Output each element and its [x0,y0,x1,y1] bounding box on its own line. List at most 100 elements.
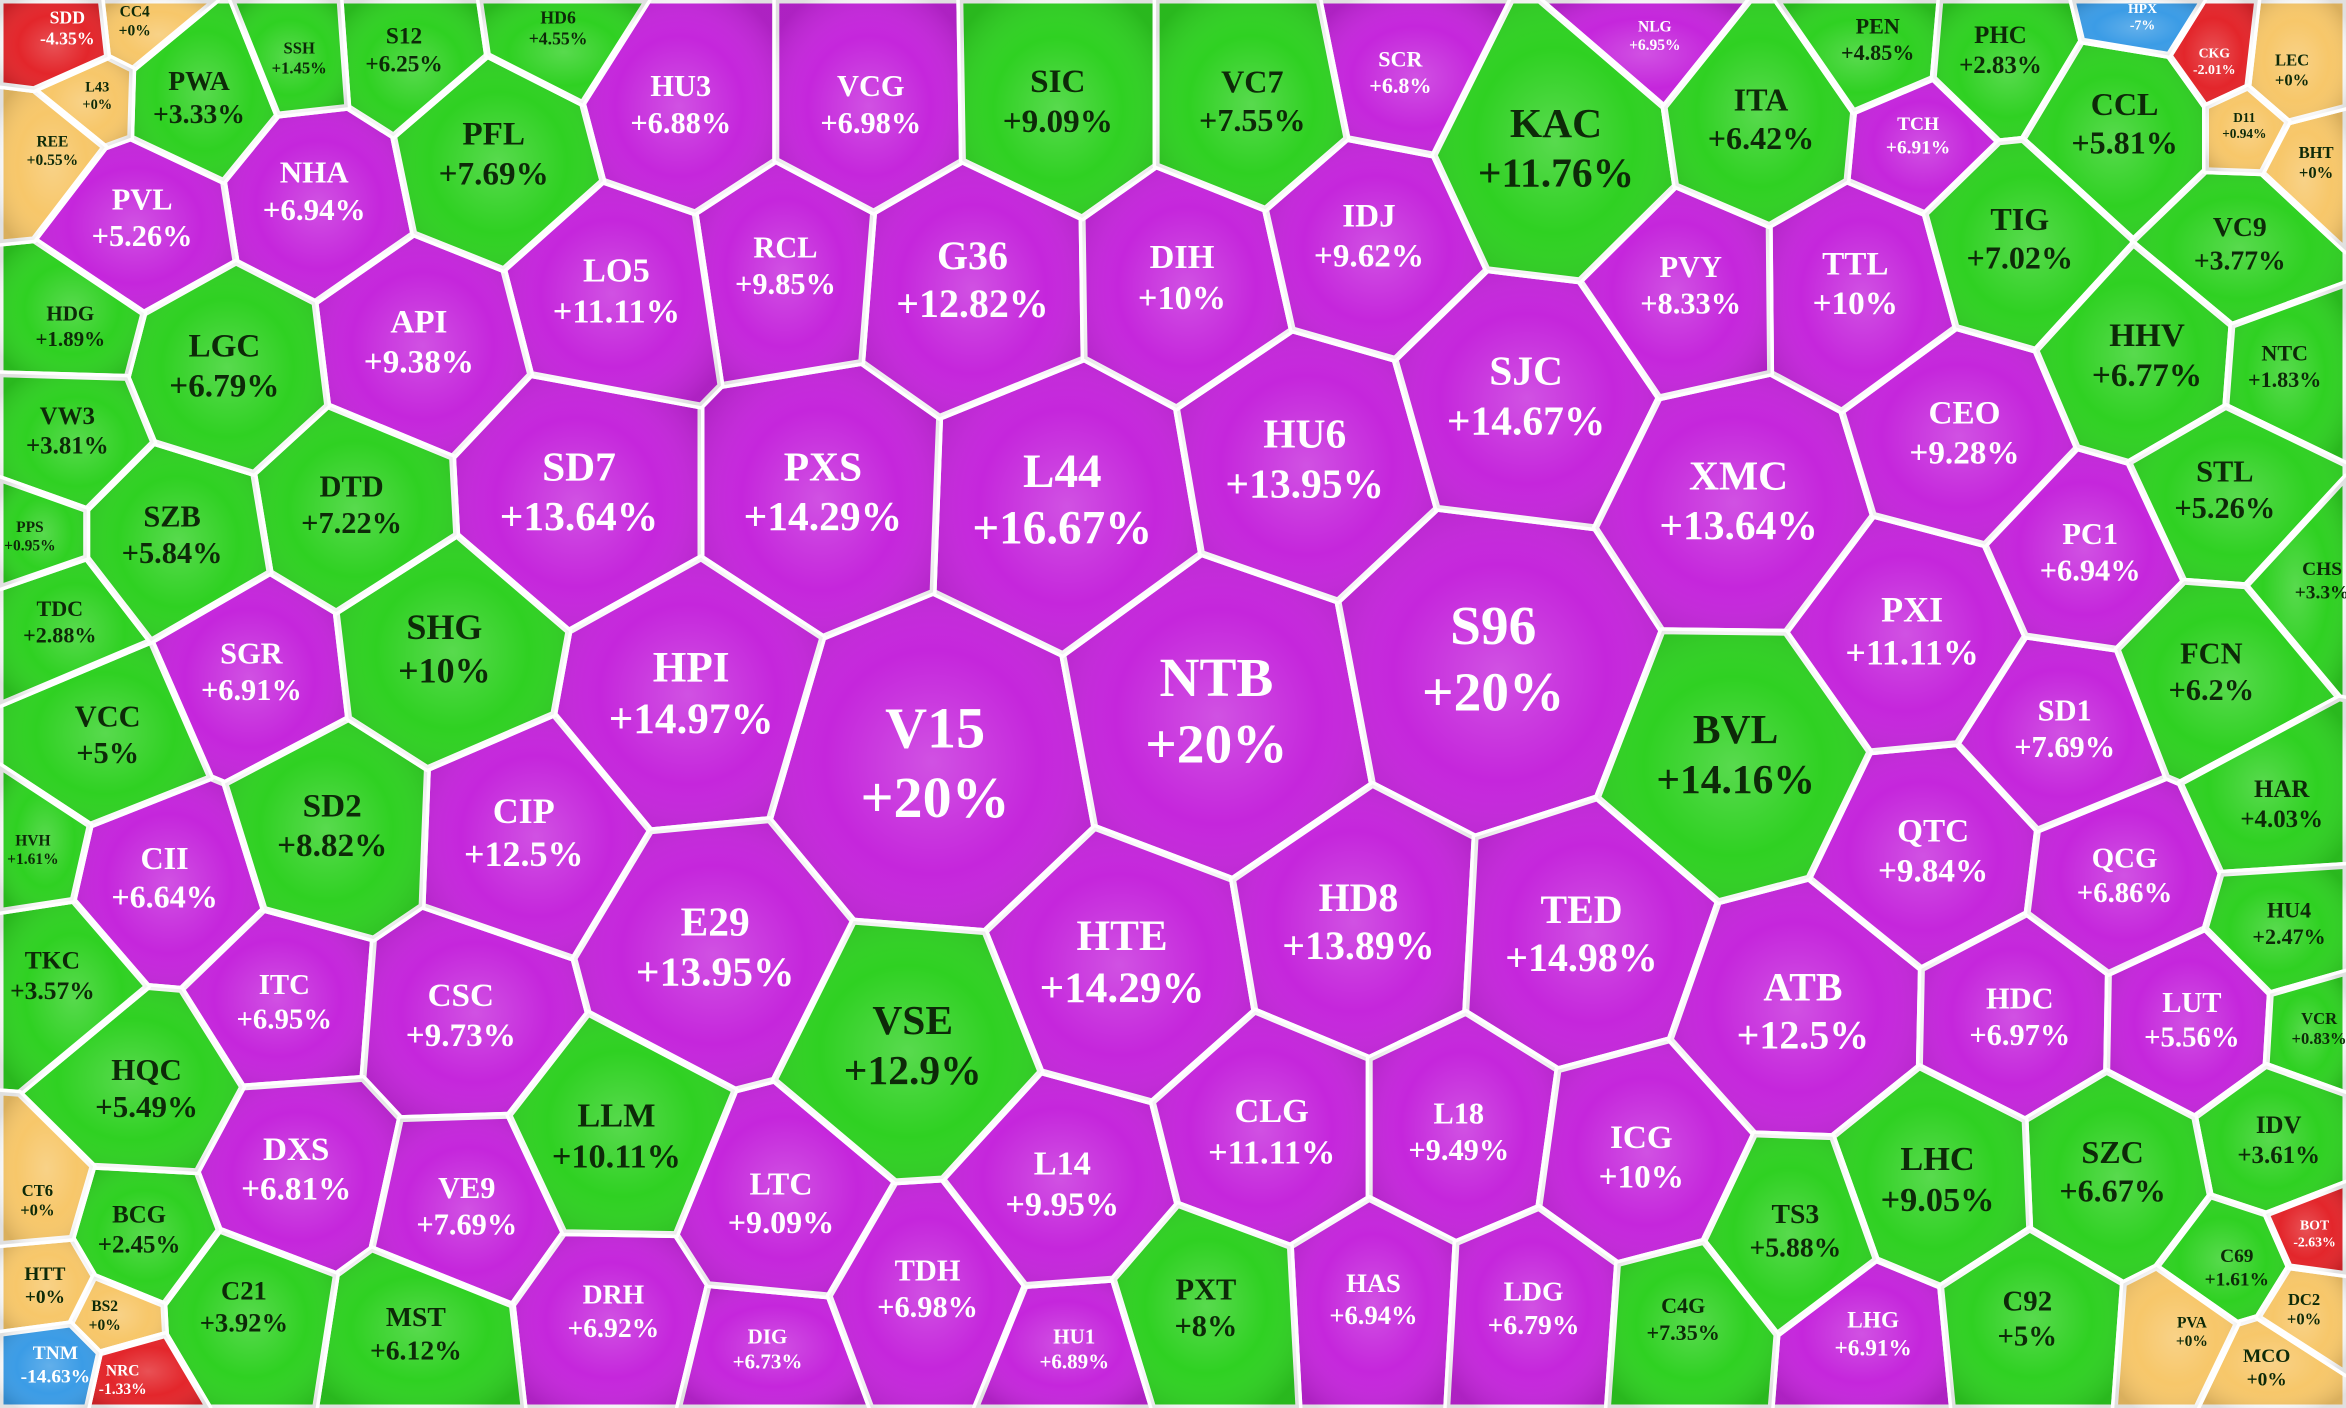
ticker: DIG [748,1324,788,1348]
stock-cell[interactable] [1915,910,2112,1124]
stock-cell[interactable] [332,531,573,773]
stock-cell[interactable] [1059,550,1376,883]
stock-cell[interactable] [1666,874,1925,1141]
cell-shade [1940,1228,2124,1408]
stock-cell[interactable] [772,0,966,216]
stock-cell[interactable] [1261,135,1491,363]
stock-cell[interactable] [0,236,148,381]
stock-cell[interactable] [505,1009,739,1239]
stock-cell[interactable] [220,103,418,306]
stock-cell[interactable] [1953,632,2171,834]
stock-cell[interactable] [475,0,652,108]
stock-cell[interactable] [2201,861,2346,998]
stock-cell[interactable] [1937,1225,2127,1408]
stock-cell[interactable] [83,438,274,645]
change: +6.94% [2040,554,2141,588]
stock-cell[interactable] [1981,444,2188,653]
stock-cell[interactable] [2202,83,2292,177]
change: +6.77% [2092,357,2202,394]
stock-cell[interactable] [312,1245,528,1408]
stock-cell[interactable] [2068,0,2208,59]
stock-cell[interactable] [1109,1200,1303,1408]
stock-cell[interactable] [127,0,282,185]
ticker: VC7 [1221,64,1283,100]
stock-cell[interactable] [390,51,607,274]
stock-cell[interactable] [69,774,268,993]
stock-cell[interactable] [971,1275,1157,1408]
stock-cell[interactable] [0,762,94,915]
stock-cell[interactable] [1838,324,2081,549]
stock-cell[interactable] [2191,1061,2346,1218]
stock-cell[interactable] [0,475,91,592]
stock-cell[interactable] [1576,182,1775,402]
stock-cell[interactable] [250,402,461,616]
stock-cell[interactable] [2125,402,2346,590]
stock-cell[interactable] [1700,1130,1880,1339]
stock-cell[interactable] [2262,1179,2346,1279]
stock-cell[interactable] [770,917,1045,1186]
stock-cell[interactable] [311,230,535,461]
change: +10% [1599,1159,1684,1196]
stock-cell[interactable] [0,637,215,829]
stock-cell[interactable] [147,569,353,787]
ticker: C21 [221,1276,267,1306]
stock-cell[interactable] [1782,511,2029,756]
stock-cell[interactable] [0,0,112,94]
stock-cell[interactable] [1152,0,1351,213]
change: +20% [1145,714,1287,775]
change: +14.29% [744,493,903,539]
stock-cell[interactable] [858,157,1088,421]
stock-cell[interactable] [1229,780,1479,1062]
change: +5.26% [92,219,193,253]
stock-cell[interactable] [697,358,944,641]
stock-cell[interactable] [825,1175,1029,1408]
stock-cell[interactable] [0,1320,103,1408]
stock-cell[interactable] [1391,266,1663,532]
ticker: HU1 [1053,1324,1095,1348]
stock-cell[interactable] [1430,0,1680,285]
stock-cell[interactable] [67,1272,169,1357]
stock-cell[interactable] [674,1281,875,1408]
stock-cell[interactable] [2023,773,2225,977]
stock-cell[interactable] [449,371,705,635]
stock-cell[interactable] [0,1088,97,1249]
stock-cell[interactable] [579,0,780,217]
stock-cell[interactable] [221,715,431,943]
ticker: MCO [2243,1346,2290,1367]
stock-cell[interactable] [1078,162,1296,412]
stock-cell[interactable] [1828,1063,2034,1290]
cell-shade [1156,0,1347,210]
stock-cell[interactable] [2165,0,2262,111]
stock-cell[interactable] [956,0,1160,222]
stock-cell[interactable] [228,0,352,119]
stock-cell[interactable] [0,82,109,247]
stock-cell[interactable] [2254,1263,2346,1378]
stock-cell[interactable] [1591,369,1877,636]
stock-cell[interactable] [68,1162,223,1309]
stock-cell[interactable] [1843,74,2003,218]
stock-cell[interactable] [2176,694,2346,877]
stock-cell[interactable] [1929,0,2086,146]
stock-cell[interactable] [550,554,827,835]
stock-cell[interactable] [123,258,332,477]
stock-cell[interactable] [1593,627,1874,906]
cell-shade [2071,0,2204,56]
stock-cell[interactable] [359,902,592,1123]
stock-cell[interactable] [2113,577,2343,787]
stock-cell[interactable] [336,0,491,140]
change: +6.91% [201,673,302,707]
stock-cell[interactable] [418,710,654,962]
ticker: HHV [2109,317,2185,354]
stock-cell[interactable] [691,156,878,390]
stock-cell[interactable] [981,823,1259,1106]
change: +6.88% [630,106,731,140]
stock-cell[interactable] [1286,1194,1460,1408]
stock-cell[interactable] [1603,1237,1781,1408]
stock-cell[interactable] [1535,1036,1759,1268]
stock-cell[interactable] [0,370,158,514]
stock-cell[interactable] [2110,1263,2241,1408]
change: +2.83% [1959,52,2042,79]
stock-cell[interactable] [1660,0,1858,230]
ticker: L44 [1023,446,1102,498]
stock-cell[interactable] [0,1234,98,1337]
